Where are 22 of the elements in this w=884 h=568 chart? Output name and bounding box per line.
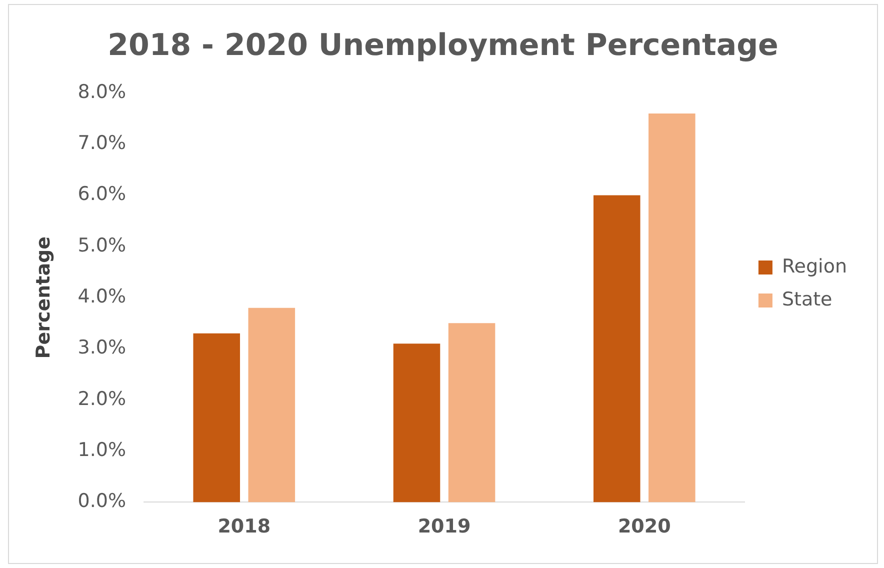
- y-tick-label: 5.0%: [78, 234, 126, 256]
- y-tick-label: 8.0%: [78, 80, 126, 103]
- bar: [648, 113, 696, 502]
- bar: [248, 308, 296, 502]
- x-tick-label: 2020: [618, 516, 671, 538]
- bar: [593, 195, 640, 502]
- legend-label: State: [782, 288, 832, 310]
- chart-title: 2018 - 2020 Unemployment Percentage: [108, 28, 778, 63]
- y-axis-title: Percentage: [32, 236, 54, 359]
- y-tick-label: 1.0%: [78, 438, 126, 461]
- y-tick-label: 2.0%: [78, 388, 126, 410]
- y-tick-label: 0.0%: [78, 490, 126, 512]
- y-tick-label: 4.0%: [78, 286, 126, 308]
- bar: [393, 344, 440, 502]
- bar: [193, 333, 240, 502]
- y-tick-label: 6.0%: [78, 183, 126, 206]
- bar: [448, 323, 496, 502]
- x-tick-label: 2018: [218, 516, 271, 538]
- x-tick-label: 2019: [418, 516, 471, 538]
- y-tick-label: 7.0%: [78, 132, 126, 154]
- legend-label: Region: [782, 255, 848, 278]
- y-tick-label: 3.0%: [78, 336, 126, 359]
